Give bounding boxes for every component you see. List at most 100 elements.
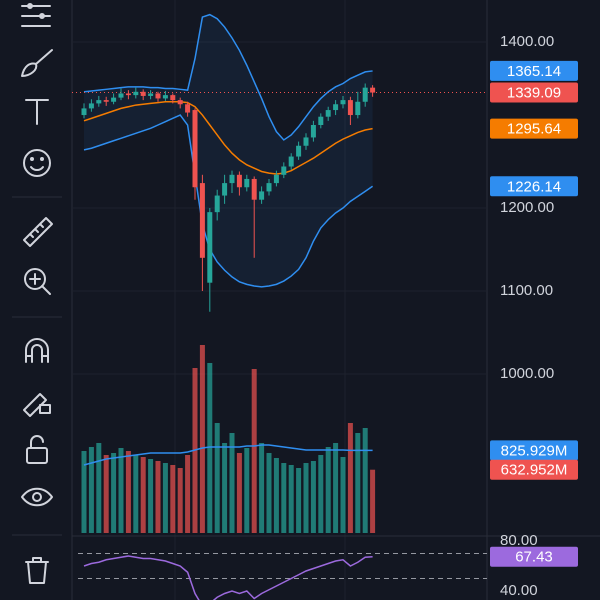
- candle-body: [281, 166, 287, 175]
- candle-body: [162, 95, 168, 99]
- magnet-tool[interactable]: [25, 338, 49, 363]
- price-badge: [490, 176, 578, 197]
- volume-bar: [88, 447, 94, 533]
- price-badge-label: 632.952M: [501, 462, 568, 479]
- candle-body: [229, 174, 235, 184]
- lower-band-line: [83, 114, 374, 288]
- candle-body: [266, 183, 272, 192]
- volume-bar: [222, 443, 228, 533]
- candle-body: [347, 100, 353, 116]
- candle-body: [192, 110, 198, 188]
- volume-bar: [214, 423, 220, 533]
- volume-bar: [266, 453, 272, 533]
- volume-bar: [81, 451, 87, 533]
- volume-bar: [111, 453, 117, 533]
- candle-body: [370, 87, 376, 93]
- candle-body: [199, 183, 205, 258]
- price-badge: [490, 60, 578, 81]
- rsi-tick-label: 80.00: [500, 532, 538, 549]
- volume-bar: [296, 468, 302, 533]
- candle-body: [177, 100, 183, 105]
- volume-bar: [155, 461, 161, 533]
- candle-body: [118, 93, 124, 98]
- rsi-pane: [78, 553, 487, 600]
- text-tool[interactable]: [25, 99, 49, 125]
- volume-bar: [118, 448, 124, 533]
- brush-tool[interactable]: [21, 49, 53, 77]
- ruler-tool[interactable]: [23, 217, 53, 247]
- candle-body: [222, 183, 228, 196]
- candle-body: [88, 103, 94, 109]
- volume-bar: [236, 453, 242, 533]
- volume-bar: [310, 461, 316, 533]
- upper-band-line: [83, 13, 373, 141]
- candle-body: [340, 100, 346, 105]
- candle-body: [155, 93, 161, 99]
- volume-bar: [148, 459, 154, 533]
- price-badge: [490, 118, 578, 139]
- price-badge-label: 1365.14: [507, 63, 561, 80]
- candle-body: [103, 100, 109, 102]
- volume-bar: [162, 463, 168, 533]
- candle-body: [318, 116, 324, 125]
- volume-bar: [170, 465, 176, 533]
- price-badge-label: 825.929M: [501, 442, 568, 459]
- band-fill: [84, 14, 373, 287]
- candle-body: [170, 95, 176, 101]
- candle-body: [325, 110, 331, 117]
- candle-body: [296, 145, 302, 157]
- volume-bar: [140, 457, 146, 533]
- volume-bar: [244, 448, 250, 533]
- volume-bar: [96, 443, 102, 533]
- candle-body: [310, 125, 316, 138]
- layout-tool[interactable]: [21, 3, 51, 27]
- volume-bar: [281, 463, 287, 533]
- price-badge: [490, 459, 578, 480]
- toolbar: [12, 3, 62, 584]
- delete-tool[interactable]: [25, 557, 49, 584]
- candle-body: [96, 100, 102, 104]
- candle-body: [148, 93, 154, 96]
- volume-bar: [103, 455, 109, 533]
- candle-body: [244, 178, 250, 188]
- unlock-tool[interactable]: [26, 435, 48, 464]
- volume-bar: [370, 469, 376, 533]
- volume-bar: [125, 451, 131, 533]
- price-tick-label: 1400.00: [500, 33, 554, 50]
- price-tick-label: 1100.00: [500, 282, 553, 299]
- volume-bar: [177, 468, 183, 533]
- volume-bar: [229, 433, 235, 533]
- volume-bar: [185, 455, 191, 533]
- volume-bar: [355, 433, 361, 533]
- candle-body: [236, 174, 242, 188]
- volume-bar: [347, 423, 353, 533]
- candle-body: [140, 91, 146, 96]
- candle-body: [133, 91, 139, 96]
- volume-ma-line: [83, 444, 373, 466]
- price-badge: [490, 546, 578, 567]
- middle-band-line: [83, 101, 373, 175]
- rsi-tick-label: 40.00: [500, 582, 538, 599]
- volume-bar: [303, 463, 309, 533]
- price-tick-label: 1000.00: [500, 365, 554, 382]
- candle-body: [251, 178, 257, 200]
- lock-drawing-tool[interactable]: [23, 393, 51, 417]
- volume-bar: [318, 455, 324, 533]
- volume-bar: [259, 443, 265, 533]
- candle-body: [125, 93, 131, 96]
- candle-body: [333, 104, 339, 111]
- candle-body: [288, 156, 294, 167]
- candle-body: [214, 195, 220, 213]
- price-badge-label: 1339.09: [507, 85, 561, 102]
- candle-body: [355, 101, 361, 116]
- visibility-tool[interactable]: [21, 487, 53, 507]
- zoom-tool[interactable]: [24, 268, 51, 295]
- emoji-tool[interactable]: [23, 149, 51, 177]
- candle-body: [362, 87, 368, 102]
- volume-bar: [325, 447, 331, 533]
- candle-body: [259, 191, 265, 200]
- volume-bar: [288, 465, 294, 533]
- volume-bar: [273, 458, 279, 533]
- price-badge: [490, 440, 578, 461]
